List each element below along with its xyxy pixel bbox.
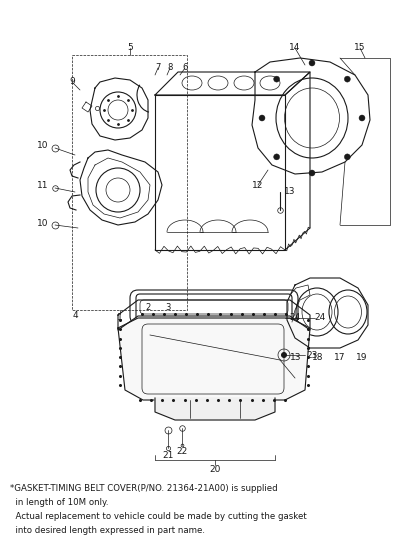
Circle shape (344, 154, 349, 160)
Text: 4: 4 (72, 310, 78, 320)
Text: 15: 15 (354, 44, 365, 53)
Text: 23: 23 (306, 350, 317, 359)
Text: 1: 1 (117, 314, 123, 322)
Circle shape (308, 60, 314, 66)
Text: 21: 21 (162, 450, 173, 459)
Text: 7: 7 (155, 63, 160, 73)
Text: 9: 9 (69, 77, 75, 87)
Text: *GASKET-TIMING BELT COVER(P/NO. 21364-21A00) is supplied: *GASKET-TIMING BELT COVER(P/NO. 21364-21… (10, 484, 277, 493)
Text: 14: 14 (289, 44, 300, 53)
Polygon shape (154, 398, 274, 420)
Circle shape (344, 76, 349, 82)
Text: in length of 10M only.: in length of 10M only. (10, 498, 108, 507)
Text: 22: 22 (176, 448, 187, 457)
Text: 6: 6 (182, 63, 187, 73)
Text: 10: 10 (36, 141, 48, 151)
Text: 19: 19 (356, 353, 367, 363)
Text: 24: 24 (289, 314, 300, 322)
Text: 2: 2 (145, 303, 150, 313)
Circle shape (358, 115, 364, 121)
Circle shape (273, 154, 279, 160)
Circle shape (280, 352, 286, 358)
Text: 11: 11 (36, 181, 48, 190)
Text: Actual replacement to vehicle could be made by cutting the gasket: Actual replacement to vehicle could be m… (10, 512, 306, 521)
Text: 3: 3 (165, 303, 170, 313)
Text: 12: 12 (252, 181, 263, 189)
Text: 8: 8 (167, 63, 172, 73)
Circle shape (259, 115, 264, 121)
Circle shape (273, 76, 279, 82)
Text: 20: 20 (209, 465, 220, 475)
Text: into desired length expressed in part name.: into desired length expressed in part na… (10, 526, 204, 535)
Text: 13: 13 (284, 188, 295, 196)
Text: 24: 24 (313, 314, 325, 322)
Text: 18: 18 (311, 353, 323, 363)
Text: 5: 5 (127, 44, 133, 53)
Bar (72, 55, 187, 310)
Polygon shape (118, 318, 309, 400)
Circle shape (308, 170, 314, 176)
Text: 10: 10 (36, 218, 48, 228)
Text: 13: 13 (290, 353, 301, 363)
Text: 17: 17 (333, 353, 345, 363)
